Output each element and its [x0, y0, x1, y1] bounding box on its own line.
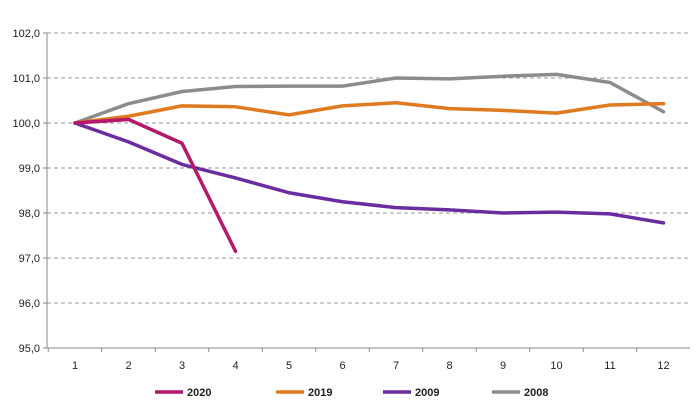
legend-label-2009: 2009	[415, 387, 439, 399]
legend: 2020 2019 2009 2008	[155, 387, 548, 399]
y-axis-ticks: 95,0 96,0 97,0 98,0 99,0 100,0 101,0 102,0	[12, 28, 47, 355]
x-tick-label: 7	[393, 360, 399, 372]
y-tick-label: 96,0	[19, 298, 40, 310]
series-line-2009	[73, 121, 666, 225]
y-tick-label: 101,0	[12, 73, 40, 85]
x-tick-label: 2	[125, 360, 131, 372]
series-line-2020	[73, 117, 238, 253]
legend-label-2019: 2019	[308, 387, 332, 399]
x-tick-label: 5	[286, 360, 292, 372]
x-tick-label: 9	[500, 360, 506, 372]
x-tick-label: 1	[72, 360, 78, 372]
legend-label-2020: 2020	[187, 387, 211, 399]
series-lines	[73, 72, 666, 253]
x-axis-ticks: 1 2 3 4 5 6 7 8 9 10 11 12	[47, 348, 670, 372]
y-tick-label: 98,0	[19, 208, 40, 220]
x-tick-label: 4	[232, 360, 238, 372]
series-line-2008	[73, 72, 666, 125]
gridlines	[47, 32, 690, 304]
x-tick-label: 6	[339, 360, 345, 372]
x-tick-label: 8	[446, 360, 452, 372]
y-tick-label: 102,0	[12, 28, 40, 40]
y-tick-label: 95,0	[19, 343, 40, 355]
x-tick-label: 11	[604, 360, 615, 372]
series-line-2019	[73, 101, 666, 125]
y-tick-label: 97,0	[19, 253, 40, 265]
y-tick-label: 100,0	[12, 118, 40, 130]
x-tick-label: 10	[550, 360, 562, 372]
x-tick-label: 3	[179, 360, 185, 372]
legend-label-2008: 2008	[524, 387, 548, 399]
y-tick-label: 99,0	[19, 163, 40, 175]
x-tick-label: 12	[657, 360, 669, 372]
